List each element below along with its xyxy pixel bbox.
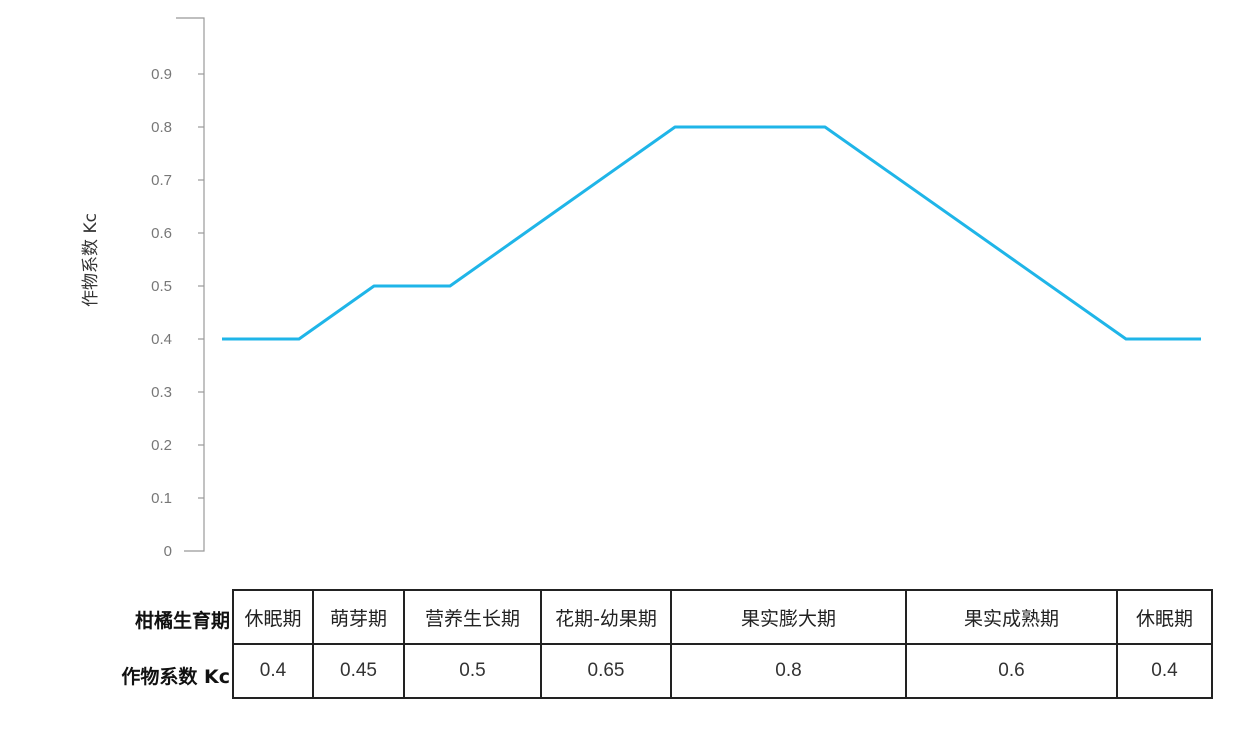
kc-stage-table: 休眠期 萌芽期 营养生长期 花期-幼果期 果实膨大期 果实成熟期 休眠期 0.4… [232, 589, 1213, 699]
kc-cell: 0.4 [1116, 643, 1213, 699]
y-tick-label: 0.7 [151, 172, 172, 189]
row-header-kc: 作物系数 Kc [121, 666, 230, 688]
stage-cell: 果实膨大期 [670, 589, 907, 645]
y-tick-label: 0.9 [151, 66, 172, 83]
y-tick-label: 0.2 [151, 437, 172, 454]
stage-cell: 萌芽期 [312, 589, 405, 645]
y-axis-line [176, 17, 205, 552]
kc-cell: 0.4 [232, 643, 314, 699]
kc-row: 0.4 0.45 0.5 0.65 0.8 0.6 0.4 [232, 643, 1213, 699]
kc-cell: 0.5 [403, 643, 542, 699]
y-axis-label: 作物系数 Kc [81, 213, 101, 307]
y-tick-label: 0.5 [151, 278, 172, 295]
kc-cell: 0.8 [670, 643, 907, 699]
y-tick-labels: 0 0.1 0.2 0.3 0.4 0.5 0.6 0.7 0.8 0.9 [151, 66, 204, 560]
stage-cell: 果实成熟期 [905, 589, 1118, 645]
y-tick-label: 0.8 [151, 119, 172, 136]
kc-series-line [222, 125, 1201, 341]
y-axis [176, 17, 205, 552]
y-tick-label: 0.6 [151, 225, 172, 242]
kc-cell: 0.45 [312, 643, 405, 699]
series-group [222, 125, 1201, 341]
stage-row: 休眠期 萌芽期 营养生长期 花期-幼果期 果实膨大期 果实成熟期 休眠期 [232, 589, 1213, 645]
y-tick-label: 0 [164, 543, 172, 560]
kc-cell: 0.6 [905, 643, 1118, 699]
stage-cell: 花期-幼果期 [540, 589, 672, 645]
stage-cell: 营养生长期 [403, 589, 542, 645]
y-tick-label: 0.3 [151, 384, 172, 401]
stage-cell: 休眠期 [232, 589, 314, 645]
kc-line-chart: 0 0.1 0.2 0.3 0.4 0.5 0.6 0.7 0.8 0.9 作物系数 Kc [81, 17, 1201, 560]
row-header-stage: 柑橘生育期 [134, 610, 230, 632]
kc-cell: 0.65 [540, 643, 672, 699]
y-tick-label: 0.4 [151, 331, 172, 348]
stage-cell: 休眠期 [1116, 589, 1213, 645]
y-tick-label: 0.1 [151, 490, 172, 507]
